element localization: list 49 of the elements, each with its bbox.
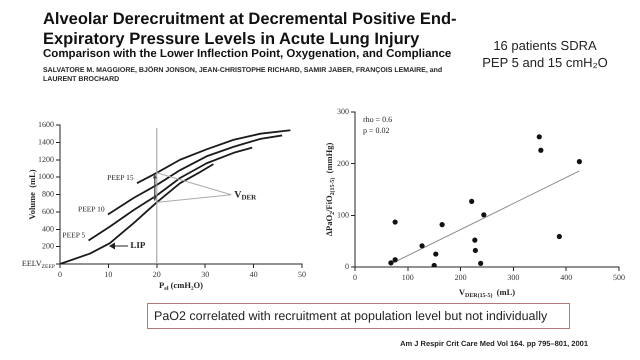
y-tick-label: 1400 bbox=[38, 137, 54, 146]
point bbox=[469, 198, 474, 204]
point bbox=[576, 159, 582, 164]
annotation: LIP bbox=[130, 240, 146, 250]
y-axis-title: Volume (mL) bbox=[27, 169, 38, 220]
x-tick-label: 10 bbox=[104, 270, 112, 279]
y-tick-label: 200 bbox=[337, 158, 349, 168]
text: PEP 5 and 15 cmH₂O bbox=[481, 55, 609, 70]
x-tick-label: 0 bbox=[58, 270, 62, 279]
annotation: p = 0.02 bbox=[363, 126, 390, 136]
y-tick-label: 100 bbox=[337, 210, 349, 220]
x-tick-label: 300 bbox=[507, 272, 520, 282]
y-tick-label: 0 bbox=[345, 262, 349, 272]
annotation: rho = 0.6 bbox=[363, 115, 392, 124]
chart-title: Alveolar Derecruitment at Decremental Positive End-Expiratory Pressure Levels in Acute Lung Injury bbox=[43, 9, 458, 48]
x-tick-label: 0 bbox=[353, 272, 357, 282]
x-tick-label: 500 bbox=[613, 272, 625, 282]
x-tick-label: 20 bbox=[152, 270, 161, 279]
point bbox=[556, 234, 562, 240]
y-tick-label: 200 bbox=[42, 242, 54, 251]
x-tick-label: 40 bbox=[250, 270, 258, 279]
x-tick-label: 200 bbox=[454, 272, 467, 282]
point bbox=[419, 243, 425, 248]
point bbox=[440, 222, 445, 228]
y-tick-label: 400 bbox=[42, 224, 54, 234]
x-tick-label: 30 bbox=[201, 270, 210, 279]
point bbox=[388, 260, 394, 266]
x-tick-label: 100 bbox=[402, 272, 414, 282]
y-tick-label: 300 bbox=[337, 107, 349, 116]
point bbox=[433, 251, 438, 257]
y-tick-label: 1600 bbox=[38, 120, 54, 130]
text: PaO2 correlated with recruitment at population level but not individually bbox=[147, 303, 570, 329]
point bbox=[472, 238, 478, 243]
point bbox=[536, 134, 542, 140]
point bbox=[432, 262, 437, 267]
chart-subtitle: Comparison with the Lower Inflection Point, Oxygenation, and Compliance bbox=[43, 48, 452, 60]
point bbox=[392, 257, 398, 262]
point bbox=[478, 260, 484, 266]
text: 16 patients SDRA bbox=[492, 38, 598, 53]
y-tick-label: 1000 bbox=[38, 172, 54, 182]
y-tick-label: 800 bbox=[42, 190, 54, 199]
x-tick-label: 400 bbox=[560, 272, 572, 282]
y-tick-label: 1200 bbox=[38, 154, 54, 164]
y-tick-label: 600 bbox=[42, 206, 54, 216]
point bbox=[538, 148, 544, 153]
point bbox=[472, 248, 478, 254]
point bbox=[392, 219, 398, 225]
x-tick-label: 50 bbox=[298, 270, 306, 279]
point bbox=[481, 212, 486, 218]
